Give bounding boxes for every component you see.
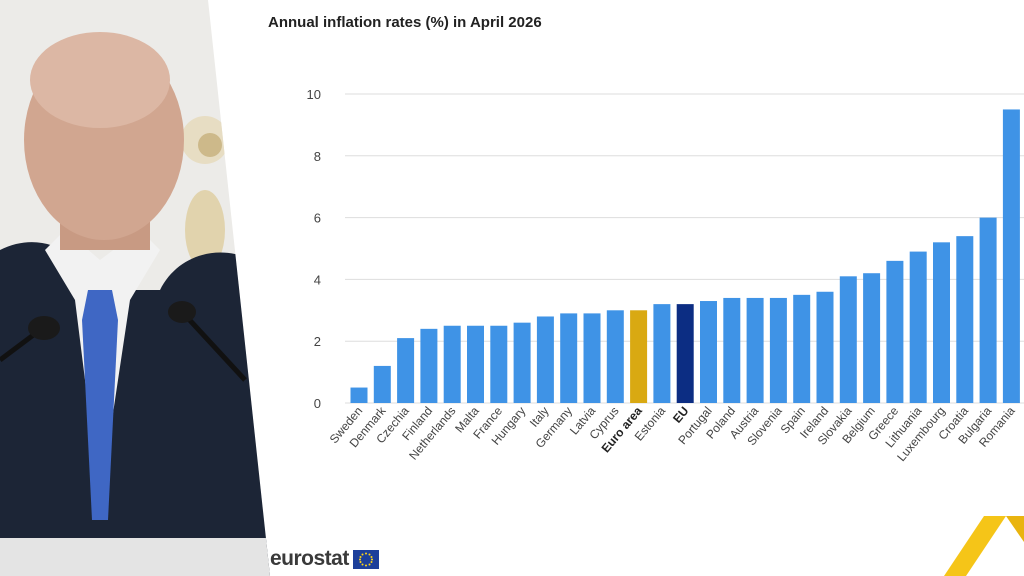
bar-slovakia <box>839 276 857 403</box>
bar-poland <box>723 297 741 403</box>
bar-luxembourg <box>933 242 950 403</box>
bar-hungary <box>513 322 531 403</box>
bar-bulgaria <box>979 217 997 403</box>
eu-flag-icon <box>352 549 379 569</box>
bar-slovenia <box>769 297 787 403</box>
y-tick-label: 4 <box>314 272 321 287</box>
bar-romania <box>1002 109 1020 403</box>
bar-malta <box>467 325 484 403</box>
y-tick-label: 6 <box>314 211 321 226</box>
bars <box>350 109 1020 403</box>
eurostat-wordmark: eurostat <box>270 547 349 570</box>
bar-eu <box>676 304 694 403</box>
bar-austria <box>746 297 764 403</box>
bar-france <box>490 325 508 403</box>
bar-euro-area <box>630 310 648 403</box>
y-tick-label: 10 <box>307 87 321 102</box>
y-tick-label: 2 <box>314 334 321 349</box>
bar-czechia <box>397 338 415 403</box>
x-axis-labels: SwedenDenmarkCzechiaFinlandNetherlandsMa… <box>327 403 1018 464</box>
y-tick-label: 8 <box>314 149 321 164</box>
bar-sweden <box>350 387 368 403</box>
y-tick-label: 0 <box>314 396 321 411</box>
bar-greece <box>886 260 904 403</box>
y-axis-ticks: 0 2 4 6 8 10 <box>307 87 321 411</box>
bar-croatia <box>956 236 974 403</box>
chart-title: Annual inflation rates (%) in April 2026 <box>268 14 542 31</box>
bar-germany <box>560 313 578 403</box>
accent-chevron-graphic <box>944 516 1024 576</box>
eurostat-logo: eurostat <box>270 546 379 572</box>
bar-cyprus <box>606 310 624 403</box>
bar-finland <box>420 328 438 403</box>
bar-belgium <box>863 273 881 403</box>
bar-ireland <box>816 291 834 403</box>
bar-portugal <box>700 301 717 403</box>
bar-netherlands <box>443 325 461 403</box>
bar-latvia <box>583 313 601 403</box>
bar-spain <box>793 294 811 403</box>
bar-estonia <box>653 304 671 403</box>
bar-lithuania <box>909 251 927 403</box>
bar-denmark <box>373 365 391 403</box>
bar-italy <box>536 316 554 403</box>
